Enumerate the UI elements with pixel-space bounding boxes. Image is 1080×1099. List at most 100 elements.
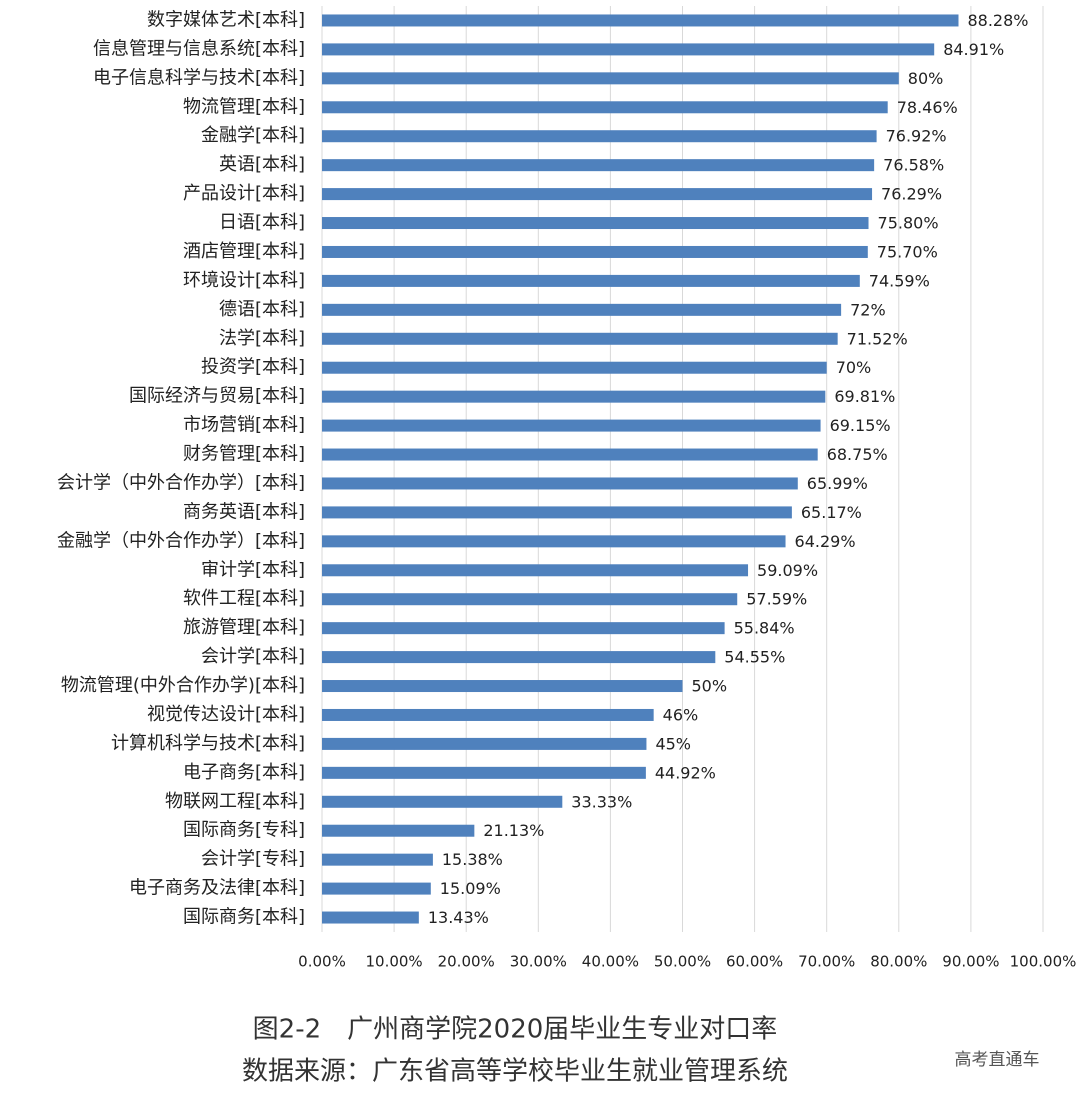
y-tick-label: 电子商务[本科] [183,762,305,783]
bar [322,361,827,374]
bar [322,882,431,895]
y-tick-label: 电子商务及法律[本科] [129,878,305,899]
bar [322,245,868,258]
y-tick-label: 软件工程[本科] [183,588,305,609]
y-tick-label: 会计学（中外合作办学）[本科] [57,472,305,493]
bar [322,911,419,924]
bar [322,737,647,750]
value-label: 69.81% [834,387,895,406]
bar [322,766,646,779]
y-tick-label: 信息管理与信息系统[本科] [93,38,305,59]
y-tick-label: 国际商务[专科] [183,820,305,841]
value-label: 76.29% [881,185,942,204]
bar [322,72,899,85]
bar [322,130,877,143]
value-label: 65.17% [801,503,862,522]
value-label: 64.29% [795,532,856,551]
bar [322,853,433,866]
y-tick-label: 酒店管理[本科] [183,241,305,262]
value-label: 59.09% [757,561,818,580]
value-label: 13.43% [428,908,489,927]
x-tick-label: 50.00% [654,953,711,971]
bar [322,332,838,345]
bar [322,708,654,721]
x-tick-label: 30.00% [510,953,567,971]
y-tick-label: 市场营销[本科] [183,415,305,436]
bar [322,159,875,172]
y-tick-label: 会计学[本科] [201,646,305,667]
bar [322,101,888,114]
value-label: 55.84% [734,619,795,638]
y-tick-label: 物联网工程[本科] [165,791,305,812]
value-label: 84.91% [943,40,1004,59]
bar [322,303,842,316]
y-tick-label: 日语[本科] [219,212,305,233]
value-label: 33.33% [571,792,632,811]
y-tick-label: 物流管理[本科] [183,96,305,117]
y-tick-label: 国际商务[本科] [183,907,305,928]
x-tick-label: 60.00% [726,953,783,971]
y-tick-label: 电子信息科学与技术[本科] [93,67,305,88]
bar [322,390,826,403]
y-tick-label: 旅游管理[本科] [183,617,305,638]
y-tick-label: 产品设计[本科] [183,183,305,204]
value-label: 75.80% [878,214,939,233]
x-tick-label: 10.00% [365,953,422,971]
value-label: 69.15% [830,416,891,435]
bar [322,477,798,490]
y-tick-label: 金融学（中外合作办学）[本科] [57,530,305,551]
value-label: 74.59% [869,271,930,290]
x-tick-label: 40.00% [582,953,639,971]
y-tick-label: 会计学[专科] [201,849,305,870]
y-tick-label: 数字媒体艺术[本科] [147,9,305,30]
bar [322,564,749,577]
bar [322,824,475,837]
value-label: 65.99% [807,474,868,493]
x-tick-label: 0.00% [298,953,346,971]
bar [322,651,716,664]
bar [322,593,738,606]
bar [322,448,818,461]
value-label: 80% [908,69,944,88]
y-tick-label: 环境设计[本科] [183,270,305,291]
bar [322,188,873,201]
y-tick-label: 投资学[本科] [201,357,305,378]
y-tick-label: 金融学[本科] [201,125,305,146]
y-tick-label: 德语[本科] [219,299,305,320]
bar [322,506,792,519]
chart-title: 图2-2 广州商学院2020届毕业生专业对口率 [253,1015,778,1045]
chart-subtitle: 数据来源：广东省高等学校毕业生就业管理系统 [242,1057,788,1087]
value-label: 54.55% [724,648,785,667]
bar [322,14,959,27]
bar [322,622,725,635]
value-label: 45% [655,734,691,753]
value-label: 78.46% [897,98,958,117]
y-tick-label: 法学[本科] [219,328,305,349]
value-label: 68.75% [827,445,888,464]
bar [322,795,563,808]
value-label: 72% [850,300,886,319]
y-tick-label: 国际经济与贸易[本科] [129,386,305,407]
value-label: 15.09% [440,879,501,898]
x-tick-label: 80.00% [870,953,927,971]
value-label: 44.92% [655,763,716,782]
value-label: 71.52% [847,329,908,348]
value-label: 76.58% [883,156,944,175]
y-tick-label: 商务英语[本科] [183,501,305,522]
bar [322,217,869,230]
x-tick-label: 70.00% [798,953,855,971]
value-label: 15.38% [442,850,503,869]
x-tick-label: 100.00% [1010,953,1077,971]
value-label: 57.59% [746,590,807,609]
watermark: 高考直通车 [955,1050,1040,1070]
value-label: 70% [836,358,872,377]
x-tick-label: 90.00% [942,953,999,971]
y-tick-label: 计算机科学与技术[本科] [111,733,305,754]
y-tick-label: 英语[本科] [219,154,305,175]
x-tick-label: 20.00% [438,953,495,971]
value-label: 50% [692,677,728,696]
bar [322,680,683,693]
value-label: 75.70% [877,242,938,261]
y-tick-label: 财务管理[本科] [183,444,305,465]
